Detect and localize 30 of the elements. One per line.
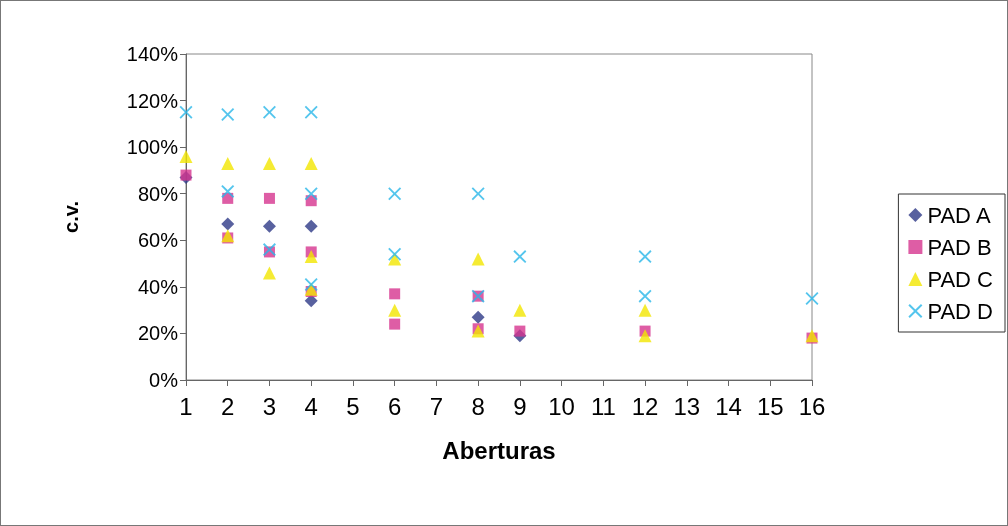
x-tick-label: 8 bbox=[471, 392, 485, 420]
y-tick-label: 120% bbox=[126, 89, 179, 112]
y-axis-title: c.v. bbox=[60, 201, 82, 233]
legend-label: PAD D bbox=[927, 298, 994, 324]
x-tick-label: 1 bbox=[179, 392, 193, 420]
x-tick-label: 5 bbox=[346, 392, 360, 420]
y-tick-label: 40% bbox=[137, 275, 179, 298]
x-tick-label: 13 bbox=[673, 392, 701, 420]
legend-label: PAD B bbox=[927, 234, 992, 260]
y-tick-label: 20% bbox=[137, 322, 179, 345]
x-tick-label: 15 bbox=[756, 392, 784, 420]
y-tick-label: 100% bbox=[126, 136, 179, 159]
x-tick-label: 7 bbox=[429, 392, 444, 420]
x-tick-label: 11 bbox=[590, 392, 616, 420]
legend-label: PAD C bbox=[927, 266, 994, 292]
x-tick-label: 14 bbox=[715, 392, 742, 420]
y-tick-label: 60% bbox=[137, 229, 179, 252]
x-tick-label: 4 bbox=[304, 392, 318, 420]
x-tick-label: 6 bbox=[387, 392, 402, 420]
x-tick-label: 9 bbox=[513, 392, 527, 420]
x-tick-label: 12 bbox=[631, 392, 659, 420]
x-tick-label: 3 bbox=[262, 392, 277, 420]
x-tick-label: 2 bbox=[221, 392, 235, 420]
x-axis-title: Aberturas bbox=[442, 436, 556, 464]
x-tick-label: 10 bbox=[548, 392, 575, 420]
y-tick-label: 140% bbox=[126, 43, 179, 65]
y-tick-label: 80% bbox=[137, 182, 179, 205]
legend-label: PAD A bbox=[927, 202, 991, 228]
x-tick-label: 16 bbox=[798, 392, 826, 420]
y-tick-label: 0% bbox=[149, 369, 179, 391]
